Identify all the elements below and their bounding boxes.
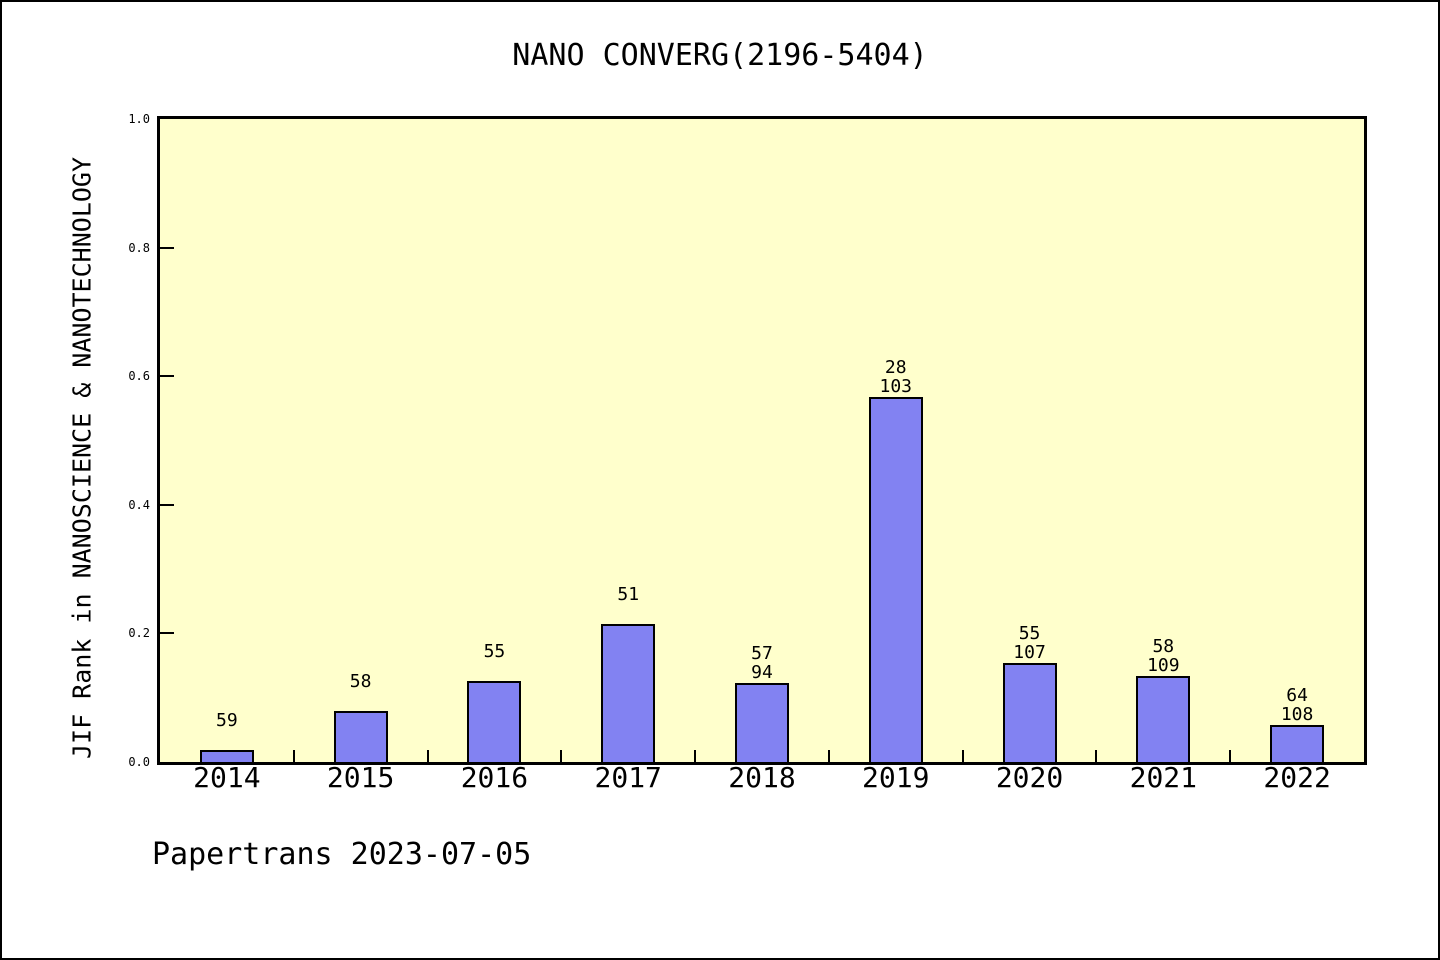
y-tick-label: 0.6 — [128, 369, 150, 384]
bar-value-label-2016: 55 — [428, 642, 562, 680]
x-category-2017: 2017 — [594, 761, 662, 794]
bar-2014 — [199, 750, 254, 762]
bar-value-label-2018: 57 94 — [695, 644, 829, 682]
bar-total-value: 109 — [1147, 655, 1180, 676]
x-category-2016: 2016 — [460, 761, 529, 794]
bar-value-label-2017: 51 — [561, 585, 695, 623]
bar-2015 — [333, 711, 388, 762]
bar-rank-value: 55 — [483, 641, 506, 662]
bar-rank-value: 57 — [751, 643, 773, 664]
x-category-2018: 2018 — [728, 761, 796, 794]
x-axis-category-labels: 2014 2015 2016 2017 2018 2019 2020 2021 2022 — [160, 764, 1364, 804]
bar-rank-value: 55 — [1018, 623, 1041, 644]
x-tick-mark — [961, 750, 964, 762]
x-category-2015: 2015 — [326, 761, 395, 794]
y-tick-label: 0.8 — [128, 240, 150, 255]
bar-value-label-2014: 59 — [160, 711, 294, 749]
watermark-text: Papertrans 2023-07-05 — [152, 837, 532, 872]
x-tick-mark — [694, 750, 697, 762]
y-tick-label: 0.0 — [128, 755, 150, 769]
bar-total-value — [160, 730, 294, 749]
bar-total-value — [428, 661, 562, 680]
x-tick-mark — [426, 750, 429, 762]
bar-2016 — [467, 681, 522, 762]
x-tick-mark — [560, 750, 563, 762]
bar-rank-value: 58 — [1152, 636, 1175, 657]
y-tick-mark — [160, 632, 174, 635]
chart-title: NANO CONVERG(2196-5404) — [512, 38, 928, 73]
bar-value-label-2022: 64 108 — [1230, 686, 1364, 724]
x-tick-mark — [1095, 750, 1098, 762]
bar-total-value: 108 — [1280, 704, 1314, 725]
bar-rank-value: 58 — [349, 671, 372, 692]
plot-area: 59 58 55 51 57 94 28 103 55 107 58 109 64 108 — [157, 116, 1367, 765]
x-category-2021: 2021 — [1129, 761, 1198, 794]
bar-value-label-2015: 58 — [294, 672, 428, 710]
bar-2018 — [735, 683, 789, 762]
x-category-2014: 2014 — [193, 761, 261, 794]
bar-rank-value: 59 — [216, 710, 238, 731]
bar-value-label-2021: 58 109 — [1096, 637, 1230, 675]
x-tick-mark — [1229, 750, 1232, 762]
bar-total-value — [561, 604, 695, 623]
bar-total-value: 107 — [1013, 642, 1046, 663]
bar-total-value: 103 — [879, 376, 913, 397]
bar-value-label-2019: 28 103 — [829, 358, 963, 396]
bar-2020 — [1002, 663, 1057, 762]
bar-2019 — [868, 397, 923, 762]
bar-2022 — [1270, 725, 1325, 762]
bar-rank-value: 28 — [884, 357, 907, 378]
y-tick-label: 1.0 — [128, 112, 150, 126]
x-tick-mark — [827, 750, 830, 762]
x-category-2019: 2019 — [862, 761, 930, 794]
bar-rank-value: 51 — [617, 584, 640, 605]
x-tick-mark — [292, 750, 295, 762]
bar-value-label-2020: 55 107 — [963, 624, 1097, 662]
bar-rank-value: 64 — [1286, 685, 1308, 706]
x-category-2022: 2022 — [1263, 761, 1331, 794]
y-tick-mark — [160, 246, 174, 249]
y-tick-mark — [160, 375, 174, 378]
bar-2017 — [601, 624, 656, 762]
y-tick-label: 0.4 — [128, 497, 150, 512]
y-tick-label: 0.2 — [128, 626, 150, 641]
x-category-2020: 2020 — [995, 761, 1064, 794]
bar-total-value: 94 — [751, 662, 773, 683]
bar-total-value — [294, 691, 428, 710]
bar-2021 — [1136, 676, 1191, 762]
y-tick-mark — [160, 503, 174, 506]
y-axis-tick-labels: 0.0 0.2 0.4 0.6 0.8 1.0 — [2, 112, 150, 769]
